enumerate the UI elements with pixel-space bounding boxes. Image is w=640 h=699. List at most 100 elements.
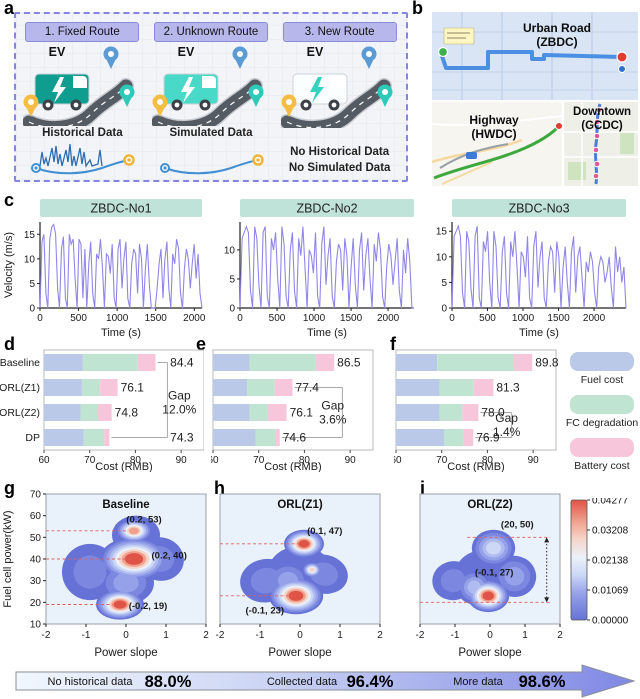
svg-text:0.01069: 0.01069: [592, 586, 629, 597]
legend-label: Battery cost: [574, 460, 630, 472]
velocity-chart-zbdc-no1: ZBDC-No1 0 5 10 15 0 500 1000 1500 2000 Time (s) Ve…: [2, 196, 208, 340]
panel-label-e: e: [196, 334, 207, 354]
bar-segment: [255, 429, 277, 446]
svg-text:-2: -2: [416, 630, 425, 641]
svg-text:5: 5: [29, 279, 35, 290]
svg-text:Cost (RMB): Cost (RMB): [447, 461, 504, 472]
svg-text:20: 20: [30, 598, 42, 609]
svg-text:12.0%: 12.0%: [162, 402, 196, 416]
svg-text:(0.2, 53): (0.2, 53): [126, 515, 161, 526]
bar-segment: [213, 379, 248, 396]
svg-text:10: 10: [224, 245, 236, 256]
ev-truck-icon: [163, 73, 219, 111]
data-type-label: Historical Data: [42, 126, 123, 139]
density-cloud: [61, 515, 184, 620]
svg-text:(0.2, 40): (0.2, 40): [152, 550, 187, 561]
route-scenario-card: 1. Fixed Route EV Historical Data: [19, 18, 145, 176]
ev-label: EV: [178, 45, 195, 59]
svg-text:89.8: 89.8: [535, 356, 559, 370]
bar-segment: [396, 379, 440, 396]
svg-text:81.3: 81.3: [496, 381, 520, 395]
svg-text:70: 70: [30, 490, 42, 501]
svg-text:0: 0: [229, 304, 235, 315]
route-scenarios-schematic: 1. Fixed Route EV Historical Data 2. Unknow…: [14, 12, 408, 182]
driving-cycle-maps: Urban Road(ZBDC) Highway(HWDC) Downtown (GC…: [432, 12, 638, 186]
svg-text:0: 0: [29, 304, 35, 315]
svg-text:1500: 1500: [547, 313, 570, 324]
svg-text:86.5: 86.5: [337, 356, 361, 370]
bar-segment: [315, 354, 335, 371]
svg-text:2: 2: [203, 630, 209, 641]
svg-text:Time (s): Time (s): [307, 327, 347, 339]
chart-title-pill: [240, 199, 414, 217]
bar-segment: [396, 354, 438, 371]
progress-arrow-svg: No historical data 88.0% Collected data 96.…: [15, 664, 636, 698]
ev-truck-icon: [34, 73, 90, 111]
svg-text:88.0%: 88.0%: [145, 673, 192, 691]
location-pin-icon: [281, 94, 297, 117]
bar-segment: [462, 404, 479, 421]
legend-label: FC degradation: [565, 417, 639, 429]
legend-label: Fuel cost: [580, 374, 624, 386]
svg-text:76.9: 76.9: [476, 431, 500, 445]
svg-text:70: 70: [253, 455, 265, 466]
svg-text:2: 2: [377, 630, 383, 641]
location-pin-icon: [119, 84, 135, 107]
svg-text:90: 90: [528, 455, 540, 466]
svg-text:0.02138: 0.02138: [592, 556, 629, 567]
cost-bar-chart-zbdc: Baseline ORL(Z1) ORL(Z2) DP 84.4 76.1 74.8 74.3…: [0, 346, 204, 472]
contour-svg: (0.2, 53) (0.2, 40) (-0.2, 19) Baseline -2 -1…: [2, 490, 209, 660]
bar-segment: [213, 354, 250, 371]
svg-text:500: 500: [479, 313, 496, 324]
svg-text:Power slope: Power slope: [458, 647, 521, 659]
panel-label-b: b: [412, 0, 423, 18]
location-pin-icon: [361, 46, 377, 69]
svg-text:Fuel cell power(kW): Fuel cell power(kW): [2, 510, 14, 607]
bar-segment: [97, 404, 112, 421]
stop-marker: [592, 172, 600, 180]
svg-text:1000: 1000: [512, 313, 535, 324]
density-cloud: [240, 529, 348, 615]
panel-label-i: i: [420, 478, 426, 498]
svg-text:-2: -2: [216, 630, 225, 641]
downtown-route: [593, 103, 602, 185]
svg-text:5: 5: [441, 278, 447, 289]
svg-text:0.00000: 0.00000: [592, 616, 629, 627]
ev-label: EV: [306, 45, 323, 59]
svg-text:ZBDC-No3: ZBDC-No3: [508, 202, 569, 216]
bar-chart-svg: Baseline ORL(Z1) ORL(Z2) DP 84.4 76.1 74.8 74.3…: [0, 349, 204, 472]
svg-text:-2: -2: [42, 630, 51, 641]
svg-text:Power slope: Power slope: [94, 647, 157, 659]
legend-swatch: [570, 395, 634, 414]
bar-segment: [439, 404, 463, 421]
svg-text:ORL(Z1): ORL(Z1): [277, 499, 323, 511]
location-pin-icon: [248, 84, 264, 107]
simulated-route-sketch: [159, 153, 264, 174]
lightning-bolt-icon: [180, 77, 195, 103]
svg-text:60: 60: [211, 455, 219, 466]
panel-label-a: a: [4, 0, 15, 18]
svg-text:2: 2: [557, 630, 563, 641]
svg-text:0.04277: 0.04277: [592, 498, 629, 507]
svg-text:-1: -1: [82, 630, 91, 641]
svg-text:(GCDC): (GCDC): [581, 120, 623, 132]
bar-segment: [249, 354, 316, 371]
svg-text:1000: 1000: [303, 313, 326, 324]
svg-text:-1: -1: [451, 630, 460, 641]
stop-marker: [592, 146, 600, 154]
svg-text:1: 1: [337, 630, 343, 641]
panel-label-c: c: [4, 190, 15, 210]
svg-text:0.03208: 0.03208: [592, 526, 629, 537]
svg-text:(-0.1, 23): (-0.1, 23): [246, 606, 285, 617]
svg-text:10: 10: [436, 252, 448, 263]
svg-text:2000: 2000: [183, 313, 206, 324]
urban-road-label: Urban Road: [523, 21, 591, 35]
bar-segment: [439, 379, 474, 396]
svg-text:Baseline: Baseline: [102, 499, 149, 511]
svg-text:Power slope: Power slope: [268, 647, 331, 659]
stop-marker: [593, 132, 601, 140]
bar-segment: [80, 404, 98, 421]
data-progress-arrow: No historical data 88.0% Collected data 96.…: [0, 664, 640, 699]
svg-text:500: 500: [269, 313, 286, 324]
svg-text:0: 0: [487, 630, 493, 641]
